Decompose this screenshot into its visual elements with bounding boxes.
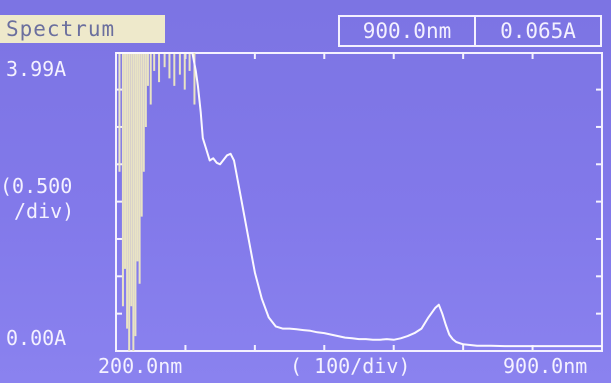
x-max-label: 900.0nm: [503, 354, 588, 378]
mode-tab-spectrum[interactable]: Spectrum: [0, 15, 165, 43]
y-scale-unit-label: /div): [14, 199, 75, 223]
x-scale-label: ( 100/div): [290, 354, 411, 378]
y-min-label: 0.00A: [6, 326, 67, 350]
absorbance-readout: 0.065A: [474, 15, 602, 47]
noise-spikes: [118, 53, 196, 351]
wavelength-readout: 900.0nm: [338, 15, 476, 47]
y-max-label: 3.99A: [6, 57, 67, 81]
y-scale-label: (0.500: [0, 174, 73, 198]
spectrum-trace: [116, 52, 602, 348]
x-min-label: 200.0nm: [98, 354, 183, 378]
plot-frame: [115, 52, 603, 352]
axis-ticks: [116, 53, 602, 351]
